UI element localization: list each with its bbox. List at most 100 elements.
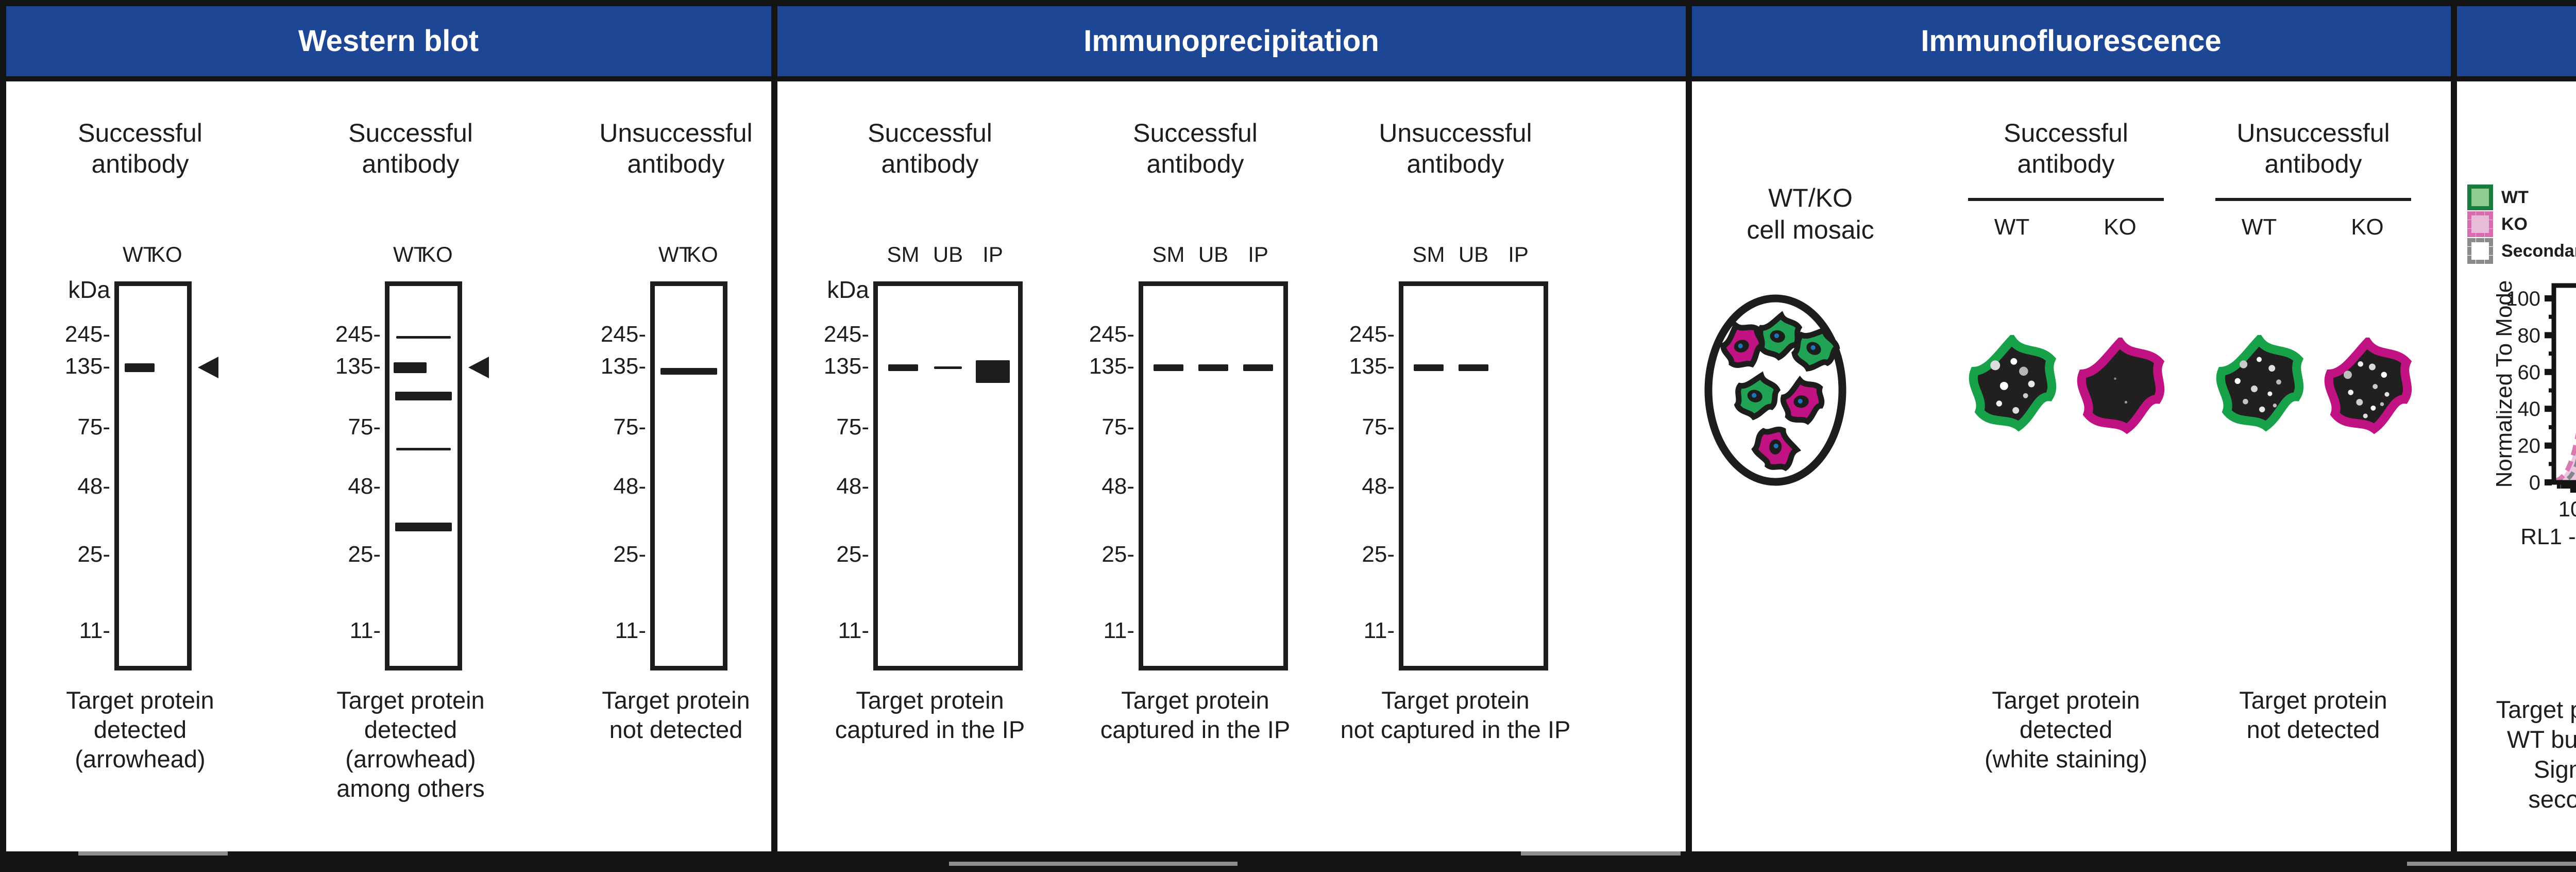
heading-underline xyxy=(1968,198,2164,201)
bottom-bar-segment xyxy=(2407,862,2576,866)
column-caption: Target protein captured in the IP xyxy=(1100,686,1291,743)
gel-band xyxy=(976,360,1010,383)
mosaic-cell-wt xyxy=(1757,311,1803,361)
gel-box xyxy=(114,281,192,670)
ladder-label: 25- xyxy=(836,542,869,567)
bottom-bar-segment xyxy=(1521,851,1681,856)
panel-divider xyxy=(1686,6,1692,851)
bottom-bar-segment xyxy=(949,862,1238,866)
legend-label: KO xyxy=(2501,214,2528,234)
ladder-label: 25- xyxy=(1362,542,1395,567)
x-tick-minor xyxy=(2561,483,2565,489)
x-tick-minor xyxy=(2567,483,2571,489)
lane-label: KO xyxy=(421,242,453,266)
y-tick-label: 20 xyxy=(2518,435,2541,458)
panel-immunoprecipitation: Successful antibody SM UB IP 245- 135- 75- 48- 2… xyxy=(777,81,1686,851)
ladder-label: 75- xyxy=(77,414,110,440)
column-heading: Successful antibody xyxy=(868,119,992,178)
legend-label: WT xyxy=(2501,187,2529,207)
ladder-label: 48- xyxy=(1362,473,1395,499)
if-cell-unsuccessful-wt xyxy=(2216,335,2304,432)
lane-label: WT xyxy=(658,242,692,266)
gel-band xyxy=(124,363,155,372)
ladder-label: 135- xyxy=(1349,354,1395,379)
ladder-label: 48- xyxy=(613,473,646,499)
column-heading: Successful antibody xyxy=(348,119,473,178)
if-lane-label-ko: KO xyxy=(2351,214,2384,240)
flow-caption-successful: Target protein detected in the WT but de… xyxy=(2496,696,2576,813)
x-axis-label: RL1 - CoraLite Plus 647 xyxy=(2520,524,2576,549)
ladder-label: 48- xyxy=(348,473,381,499)
kda-unit-label: kDa xyxy=(827,276,869,303)
gel-box xyxy=(1139,281,1288,670)
ladder-label: 135- xyxy=(600,354,646,379)
column-caption: Target protein not detected xyxy=(602,686,750,743)
column-caption: Target protein not captured in the IP xyxy=(1340,686,1571,743)
ladder-label: 25- xyxy=(613,542,646,567)
gel-band xyxy=(934,366,962,369)
histogram-fill-ko xyxy=(2554,443,2576,482)
column-heading: Successful antibody xyxy=(78,119,202,178)
gel-band xyxy=(660,368,690,375)
ladder-label: 245- xyxy=(1089,321,1134,347)
ladder-label: 48- xyxy=(836,473,869,499)
flow-legend: WT KO Secondary Only Cntrl xyxy=(2467,185,2576,265)
if-lane-label-ko: KO xyxy=(2104,214,2137,240)
y-tick-major xyxy=(2545,332,2552,339)
panel-divider xyxy=(2451,6,2457,851)
gel-column: Unsuccessful antibody WT KO 245- 135- 75- 48- 2… xyxy=(568,81,784,851)
ladder-label: 48- xyxy=(77,473,110,499)
lane-label: UB xyxy=(1198,242,1229,266)
gel-band xyxy=(423,448,451,451)
gel-band xyxy=(422,523,452,532)
lane-label: WT xyxy=(122,242,157,266)
gel-box xyxy=(650,281,727,670)
gel-column: Successful antibody SM UB IP 245- 135- 75- 48- 2… xyxy=(786,81,1074,851)
x-tick-minor xyxy=(2556,483,2561,489)
y-tick-minor xyxy=(2549,462,2553,466)
ladder-label: 25- xyxy=(1101,542,1134,567)
ladder-label: 11- xyxy=(838,617,869,643)
heading-underline xyxy=(2215,198,2411,201)
kda-unit-label: kDa xyxy=(68,276,110,303)
ladder-label: 245- xyxy=(823,321,869,347)
y-tick-major xyxy=(2545,406,2552,412)
column-heading: Unsuccessful antibody xyxy=(599,119,753,178)
ladder-label: 11- xyxy=(1363,617,1395,643)
x-tick-minor xyxy=(2569,483,2573,489)
secondary-only-swatch-icon xyxy=(2467,238,2493,264)
ladder-label: 245- xyxy=(64,321,110,347)
legend-label: Secondary Only Cntrl xyxy=(2501,241,2576,261)
y-tick-label: 40 xyxy=(2518,398,2541,421)
lane-label: SM xyxy=(1152,242,1185,266)
lane-label: IP xyxy=(1248,242,1268,266)
if-heading-unsuccessful: Unsuccessful antibody xyxy=(2236,119,2390,178)
y-tick-minor xyxy=(2549,314,2553,319)
if-cell-successful-wt xyxy=(1969,335,2057,432)
gel-band xyxy=(396,336,424,339)
y-tick-major xyxy=(2545,442,2552,449)
ladder-label: 48- xyxy=(1101,473,1134,499)
flow-histogram-successful: 020406080100102103104105RL1 - CoraLite P… xyxy=(2492,277,2576,556)
y-tick-minor xyxy=(2549,425,2553,429)
ladder-label: 245- xyxy=(335,321,381,347)
if-heading-successful: Successful antibody xyxy=(2004,119,2128,178)
gel-band xyxy=(395,392,425,401)
bottom-bar xyxy=(6,851,2576,866)
column-heading: Unsuccessful antibody xyxy=(1379,119,1532,178)
gel-band xyxy=(393,362,427,373)
y-tick-major xyxy=(2545,368,2552,375)
y-tick-label: 0 xyxy=(2529,472,2540,494)
ladder-label: 75- xyxy=(1362,414,1395,440)
gel-band xyxy=(888,364,918,371)
gel-band xyxy=(1153,364,1183,371)
if-cell-successful-ko xyxy=(2077,338,2165,434)
gel-column: Unsuccessful antibody SM UB IP 245- 135- 75- 48… xyxy=(1311,81,1600,851)
gel-box xyxy=(873,281,1023,670)
arrowhead-icon xyxy=(198,357,218,379)
ladder-label: 135- xyxy=(335,354,381,379)
gel-column: Successful antibody WT KO 245- 135- 75- 48- 25-… xyxy=(302,81,519,851)
if-lane-label-wt: WT xyxy=(2241,214,2277,240)
panel-flow-cytometry: WT KO Secondary Only Cntrl Successful an… xyxy=(2457,81,2576,851)
y-axis-label: Normalized To Mode xyxy=(2496,280,2517,488)
